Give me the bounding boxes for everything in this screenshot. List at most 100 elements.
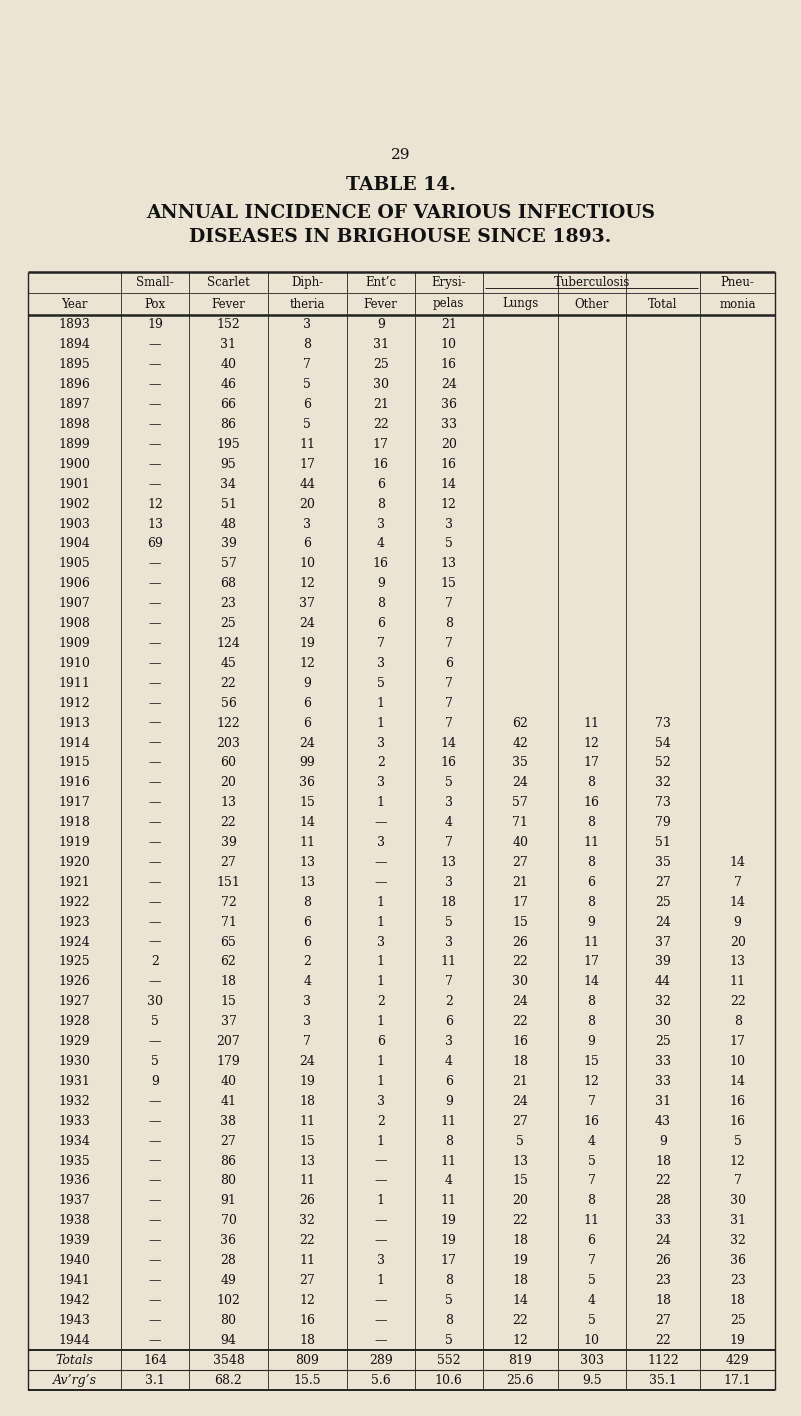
Text: —: — bbox=[149, 1215, 161, 1228]
Text: —: — bbox=[375, 816, 387, 830]
Text: —: — bbox=[149, 855, 161, 869]
Text: 1: 1 bbox=[376, 1134, 384, 1147]
Text: 10: 10 bbox=[730, 1055, 746, 1068]
Text: 1922: 1922 bbox=[58, 896, 91, 909]
Text: 203: 203 bbox=[216, 736, 240, 749]
Text: 5: 5 bbox=[376, 677, 384, 690]
Text: —: — bbox=[149, 338, 161, 351]
Text: 6: 6 bbox=[304, 697, 312, 709]
Text: 18: 18 bbox=[441, 896, 457, 909]
Text: 122: 122 bbox=[216, 716, 240, 729]
Text: —: — bbox=[149, 976, 161, 988]
Text: 22: 22 bbox=[655, 1174, 670, 1188]
Text: 3: 3 bbox=[376, 776, 384, 789]
Text: 57: 57 bbox=[220, 558, 236, 571]
Text: 1: 1 bbox=[376, 796, 384, 809]
Text: 8: 8 bbox=[588, 816, 596, 830]
Text: 43: 43 bbox=[655, 1114, 671, 1127]
Text: 31: 31 bbox=[220, 338, 236, 351]
Text: 9.5: 9.5 bbox=[582, 1374, 602, 1386]
Text: —: — bbox=[149, 896, 161, 909]
Text: 3: 3 bbox=[376, 1255, 384, 1267]
Text: —: — bbox=[375, 1294, 387, 1307]
Text: 8: 8 bbox=[588, 1015, 596, 1028]
Text: 3: 3 bbox=[376, 835, 384, 850]
Text: 27: 27 bbox=[655, 1314, 670, 1327]
Text: 18: 18 bbox=[512, 1274, 528, 1287]
Text: 26: 26 bbox=[300, 1194, 316, 1208]
Text: 51: 51 bbox=[655, 835, 671, 850]
Text: 25: 25 bbox=[220, 617, 236, 630]
Text: 552: 552 bbox=[437, 1354, 461, 1366]
Text: 13: 13 bbox=[220, 796, 236, 809]
Text: 8: 8 bbox=[588, 995, 596, 1008]
Text: 4: 4 bbox=[304, 976, 312, 988]
Text: 57: 57 bbox=[513, 796, 528, 809]
Text: —: — bbox=[149, 716, 161, 729]
Text: 15: 15 bbox=[300, 796, 316, 809]
Text: 62: 62 bbox=[513, 716, 528, 729]
Text: —: — bbox=[149, 756, 161, 769]
Text: 23: 23 bbox=[655, 1274, 671, 1287]
Text: 35.1: 35.1 bbox=[649, 1374, 677, 1386]
Text: —: — bbox=[149, 637, 161, 650]
Text: 2: 2 bbox=[376, 1114, 384, 1127]
Text: 16: 16 bbox=[730, 1114, 746, 1127]
Text: 17: 17 bbox=[441, 1255, 457, 1267]
Text: 12: 12 bbox=[300, 1294, 316, 1307]
Text: 13: 13 bbox=[730, 956, 746, 969]
Text: 11: 11 bbox=[300, 438, 316, 450]
Text: 1915: 1915 bbox=[58, 756, 91, 769]
Text: 1944: 1944 bbox=[58, 1334, 91, 1347]
Text: —: — bbox=[375, 1334, 387, 1347]
Text: 35: 35 bbox=[513, 756, 528, 769]
Text: 17: 17 bbox=[584, 756, 599, 769]
Text: 22: 22 bbox=[300, 1235, 315, 1247]
Text: 26: 26 bbox=[513, 936, 528, 949]
Text: —: — bbox=[149, 657, 161, 670]
Text: 7: 7 bbox=[445, 697, 453, 709]
Text: 22: 22 bbox=[730, 995, 746, 1008]
Text: —: — bbox=[149, 1194, 161, 1208]
Text: 3: 3 bbox=[445, 877, 453, 889]
Text: 24: 24 bbox=[513, 995, 528, 1008]
Text: 7: 7 bbox=[445, 637, 453, 650]
Text: —: — bbox=[149, 398, 161, 411]
Text: 1913: 1913 bbox=[58, 716, 91, 729]
Text: 33: 33 bbox=[655, 1075, 671, 1087]
Text: 14: 14 bbox=[512, 1294, 528, 1307]
Text: 12: 12 bbox=[584, 1075, 599, 1087]
Text: —: — bbox=[149, 1035, 161, 1048]
Text: Av’rg’s: Av’rg’s bbox=[53, 1374, 96, 1386]
Text: 36: 36 bbox=[730, 1255, 746, 1267]
Text: 18: 18 bbox=[655, 1154, 671, 1168]
Text: 39: 39 bbox=[220, 835, 236, 850]
Text: —: — bbox=[149, 1274, 161, 1287]
Text: 25: 25 bbox=[373, 358, 388, 371]
Text: 19: 19 bbox=[441, 1215, 457, 1228]
Text: 5: 5 bbox=[304, 418, 312, 430]
Text: 73: 73 bbox=[655, 796, 671, 809]
Text: —: — bbox=[149, 1134, 161, 1147]
Text: 36: 36 bbox=[441, 398, 457, 411]
Text: 13: 13 bbox=[441, 855, 457, 869]
Text: 22: 22 bbox=[513, 956, 528, 969]
Text: —: — bbox=[375, 877, 387, 889]
Text: 5: 5 bbox=[588, 1314, 595, 1327]
Text: —: — bbox=[375, 1215, 387, 1228]
Text: 8: 8 bbox=[588, 776, 596, 789]
Text: 27: 27 bbox=[655, 877, 670, 889]
Text: 17: 17 bbox=[584, 956, 599, 969]
Text: 9: 9 bbox=[376, 319, 384, 331]
Text: 1920: 1920 bbox=[58, 855, 91, 869]
Text: —: — bbox=[149, 1235, 161, 1247]
Text: 11: 11 bbox=[300, 1174, 316, 1188]
Text: 14: 14 bbox=[730, 855, 746, 869]
Text: 37: 37 bbox=[300, 598, 316, 610]
Text: 1896: 1896 bbox=[58, 378, 91, 391]
Text: 207: 207 bbox=[216, 1035, 240, 1048]
Text: Total: Total bbox=[648, 297, 678, 310]
Text: 36: 36 bbox=[300, 776, 316, 789]
Text: 1940: 1940 bbox=[58, 1255, 91, 1267]
Text: 79: 79 bbox=[655, 816, 670, 830]
